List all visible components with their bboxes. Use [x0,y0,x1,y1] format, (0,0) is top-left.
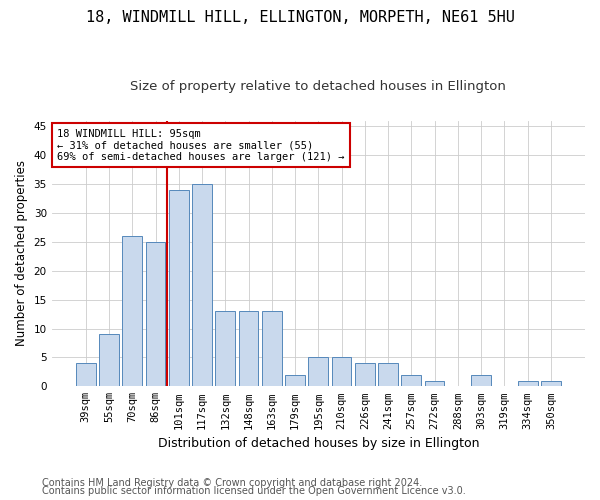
Text: Contains HM Land Registry data © Crown copyright and database right 2024.: Contains HM Land Registry data © Crown c… [42,478,422,488]
Bar [471,375,491,386]
Bar [169,190,188,386]
Bar [332,358,352,386]
Bar [355,363,375,386]
Bar [262,311,282,386]
Bar [378,363,398,386]
Text: 18, WINDMILL HILL, ELLINGTON, MORPETH, NE61 5HU: 18, WINDMILL HILL, ELLINGTON, MORPETH, N… [86,10,514,25]
X-axis label: Distribution of detached houses by size in Ellington: Distribution of detached houses by size … [158,437,479,450]
Bar [541,380,561,386]
Bar [192,184,212,386]
Title: Size of property relative to detached houses in Ellington: Size of property relative to detached ho… [130,80,506,93]
Bar [99,334,119,386]
Bar [425,380,445,386]
Bar [308,358,328,386]
Bar [76,363,95,386]
Bar [401,375,421,386]
Bar [122,236,142,386]
Bar [518,380,538,386]
Bar [146,242,166,386]
Bar [285,375,305,386]
Text: Contains public sector information licensed under the Open Government Licence v3: Contains public sector information licen… [42,486,466,496]
Bar [215,311,235,386]
Bar [239,311,259,386]
Text: 18 WINDMILL HILL: 95sqm
← 31% of detached houses are smaller (55)
69% of semi-de: 18 WINDMILL HILL: 95sqm ← 31% of detache… [57,128,344,162]
Y-axis label: Number of detached properties: Number of detached properties [15,160,28,346]
